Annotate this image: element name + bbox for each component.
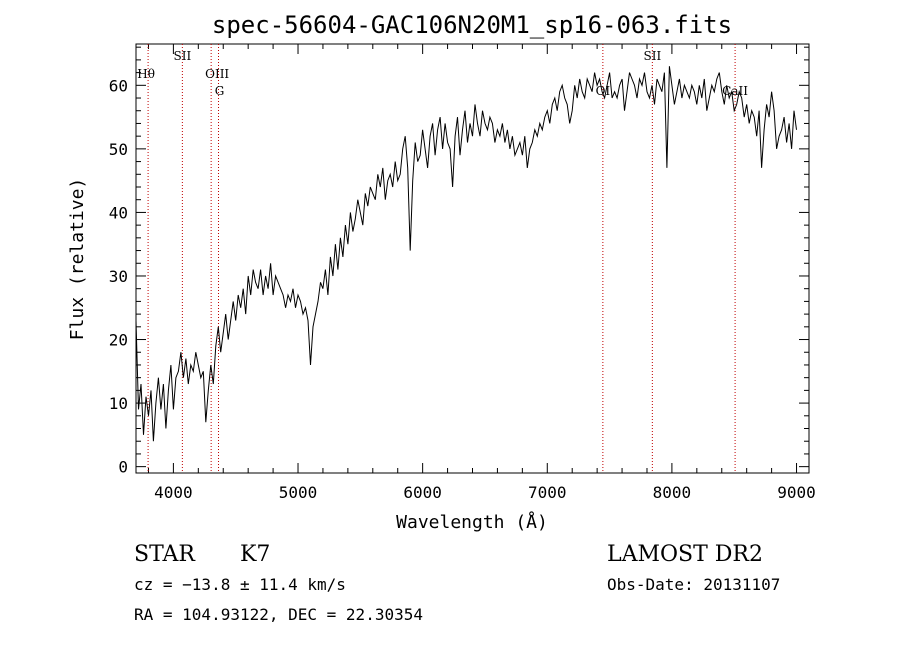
y-tick-label: 30: [109, 267, 128, 286]
survey-name: LAMOST DR2: [607, 542, 763, 567]
line-markers: HθSIIOIIIGOISIICaII: [137, 44, 748, 473]
object-subclass: K7: [240, 542, 270, 567]
x-tick-label: 6000: [403, 483, 442, 502]
line-marker-label: SII: [174, 49, 192, 63]
chart-title: spec-56604-GAC106N20M1_sp16-063.fits: [212, 11, 732, 39]
line-marker-label: OI: [596, 84, 611, 98]
x-tick-label: 8000: [653, 483, 692, 502]
y-axis-label: Flux (relative): [67, 178, 88, 341]
line-marker-label: G: [215, 84, 225, 98]
observation-date: Obs-Date: 20131107: [607, 575, 780, 594]
object-type: STAR: [134, 542, 196, 567]
x-tick-label: 4000: [154, 483, 193, 502]
line-marker-label: OIII: [205, 67, 229, 81]
redshift-value: cz = −13.8 ± 11.4 km/s: [134, 575, 346, 594]
x-axis-label: Wavelength (Å): [396, 511, 548, 533]
y-tick-label: 60: [109, 76, 128, 95]
y-tick-label: 50: [109, 140, 128, 159]
x-tick-label: 7000: [528, 483, 567, 502]
y-tick-label: 40: [109, 203, 128, 222]
coordinates: RA = 104.93122, DEC = 22.30354: [134, 605, 423, 624]
x-tick-label: 5000: [279, 483, 318, 502]
y-tick-label: 0: [118, 458, 128, 477]
minor-ticks: [136, 44, 809, 473]
x-tick-label: 9000: [777, 483, 816, 502]
y-tick-label: 20: [109, 331, 128, 350]
y-tick-label: 10: [109, 394, 128, 413]
spectrum-line: [136, 66, 797, 441]
line-marker-label: Hθ: [137, 67, 155, 81]
line-marker-label: SII: [643, 49, 661, 63]
plot-frame: [136, 44, 809, 473]
